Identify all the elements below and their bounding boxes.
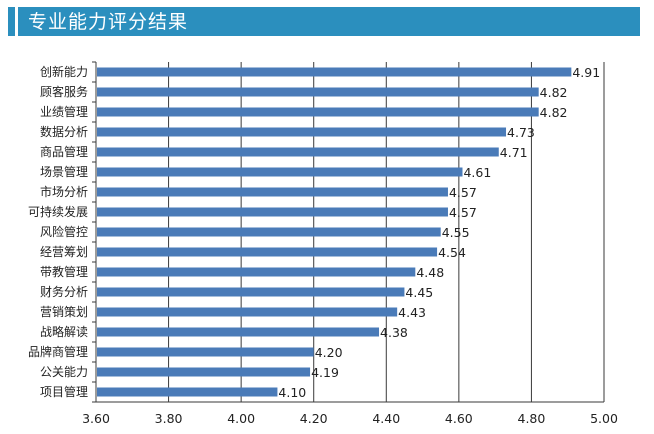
category-label: 数据分析 xyxy=(40,124,88,139)
bar xyxy=(97,367,311,377)
x-tick-label: 4.40 xyxy=(372,411,400,426)
category-label: 财务分析 xyxy=(40,284,88,299)
bar xyxy=(97,267,416,277)
bar xyxy=(97,147,499,157)
category-label: 品牌商管理 xyxy=(28,344,88,359)
chart-title: 专业能力评分结果 xyxy=(28,11,189,33)
bar xyxy=(97,87,539,97)
banner-bar xyxy=(18,7,640,36)
x-tick-label: 4.00 xyxy=(227,411,255,426)
value-label: 4.20 xyxy=(315,345,343,360)
x-tick-label: 4.80 xyxy=(518,411,546,426)
value-label: 4.57 xyxy=(449,205,477,220)
value-label: 4.61 xyxy=(463,165,491,180)
category-label: 市场分析 xyxy=(40,184,88,199)
bar xyxy=(97,107,539,117)
x-tick-label: 5.00 xyxy=(590,411,618,426)
title-banner xyxy=(8,7,640,36)
category-label: 可持续发展 xyxy=(28,204,88,219)
bar xyxy=(97,207,448,217)
category-label: 公关能力 xyxy=(40,365,88,379)
bar xyxy=(97,327,380,337)
category-label: 创新能力 xyxy=(40,64,88,79)
category-label: 顾客服务 xyxy=(40,84,88,99)
x-tick-label: 4.20 xyxy=(300,411,328,426)
value-label: 4.19 xyxy=(311,365,339,380)
value-label: 4.45 xyxy=(405,285,433,300)
category-label: 商品管理 xyxy=(40,144,88,159)
banner-accent xyxy=(8,7,15,36)
value-label: 4.82 xyxy=(540,85,568,100)
bar xyxy=(97,347,314,357)
bar xyxy=(97,127,507,137)
category-label: 业绩管理 xyxy=(40,104,88,119)
bar xyxy=(97,287,405,297)
category-label: 场景管理 xyxy=(40,164,88,179)
category-label: 项目管理 xyxy=(40,384,88,399)
category-label: 营销策划 xyxy=(40,305,88,319)
category-label: 战略解读 xyxy=(40,324,88,339)
value-label: 4.55 xyxy=(442,225,470,240)
value-label: 4.54 xyxy=(438,245,466,260)
bar xyxy=(97,187,448,197)
x-tick-label: 4.60 xyxy=(445,411,473,426)
value-label: 4.48 xyxy=(416,265,444,280)
value-label: 4.43 xyxy=(398,305,426,320)
value-label: 4.10 xyxy=(278,385,306,400)
category-label: 经营筹划 xyxy=(40,245,88,259)
value-label: 4.57 xyxy=(449,185,477,200)
bar xyxy=(97,247,438,257)
category-label: 带教管理 xyxy=(40,264,88,279)
value-label: 4.91 xyxy=(572,65,600,80)
value-label: 4.71 xyxy=(500,145,528,160)
bar xyxy=(97,67,572,77)
value-label: 4.73 xyxy=(507,125,535,140)
value-label: 4.38 xyxy=(380,325,408,340)
bar xyxy=(97,227,441,237)
x-tick-label: 3.80 xyxy=(155,411,183,426)
bar xyxy=(97,307,398,317)
x-tick-label: 3.60 xyxy=(82,411,110,426)
bar xyxy=(97,387,278,397)
category-label: 风险管控 xyxy=(40,224,88,239)
bar xyxy=(97,167,463,177)
value-label: 4.82 xyxy=(540,105,568,120)
